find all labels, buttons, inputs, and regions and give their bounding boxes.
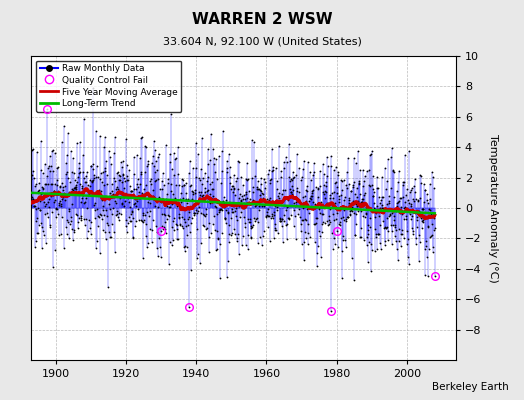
- Text: 33.604 N, 92.100 W (United States): 33.604 N, 92.100 W (United States): [162, 36, 362, 46]
- Text: WARREN 2 WSW: WARREN 2 WSW: [192, 12, 332, 27]
- Legend: Raw Monthly Data, Quality Control Fail, Five Year Moving Average, Long-Term Tren: Raw Monthly Data, Quality Control Fail, …: [36, 60, 181, 112]
- Y-axis label: Temperature Anomaly (°C): Temperature Anomaly (°C): [488, 134, 498, 282]
- Text: Berkeley Earth: Berkeley Earth: [432, 382, 508, 392]
